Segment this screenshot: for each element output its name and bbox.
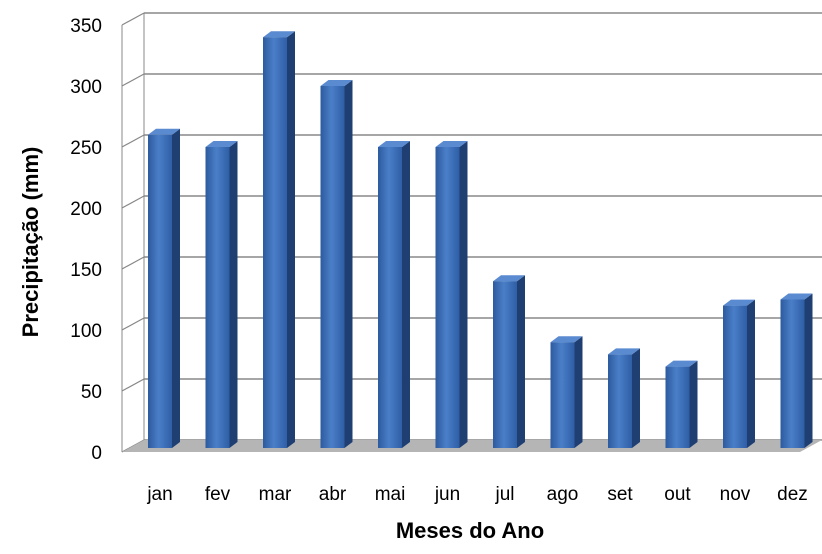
bar-out — [665, 360, 698, 448]
y-tick-label: 350 — [70, 16, 102, 37]
bar-front — [148, 134, 172, 449]
gridline-150 — [121, 256, 822, 270]
bar-fev — [205, 141, 238, 448]
bar-front — [608, 354, 632, 448]
x-tick-label: set — [607, 484, 633, 505]
bar-side — [229, 141, 238, 448]
x-tick-label: abr — [319, 484, 347, 505]
x-axis-ticks: jan fev mar abr mai jun jul ago set out nov dez — [146, 484, 808, 505]
gridline-350 — [121, 12, 822, 26]
y-tick-label: 0 — [91, 443, 102, 464]
bar-front — [320, 86, 345, 448]
y-tick-label: 100 — [70, 321, 102, 342]
x-tick-label: jan — [146, 484, 172, 505]
bar-top — [205, 141, 238, 147]
bar-top — [378, 141, 410, 147]
bar-side — [804, 293, 813, 448]
bar-side — [172, 128, 180, 449]
bar-side — [459, 141, 468, 448]
x-tick-label: jul — [494, 484, 514, 505]
x-tick-label: fev — [205, 484, 231, 505]
bar-side — [574, 336, 583, 448]
bar-top — [723, 299, 755, 306]
x-tick-label: mai — [375, 484, 406, 505]
bar-top — [550, 336, 583, 343]
bar-jun — [435, 141, 468, 448]
x-tick-label: out — [664, 484, 691, 505]
x-tick-label: mar — [259, 484, 292, 505]
bar-front — [780, 299, 805, 448]
bar-front — [205, 147, 230, 448]
bar-side — [344, 80, 353, 448]
bar-top — [263, 31, 295, 38]
bar-top — [148, 128, 180, 135]
bar-top — [320, 80, 353, 86]
bar-side — [747, 299, 755, 448]
x-tick-label: ago — [547, 484, 579, 505]
gridline-300 — [121, 73, 822, 87]
bars-layer — [148, 31, 813, 449]
y-tick-label: 50 — [81, 382, 102, 403]
chart-floor — [122, 440, 822, 452]
bar-front — [263, 37, 287, 448]
bar-side — [689, 360, 698, 448]
bar-nov — [723, 299, 755, 448]
bar-front — [550, 342, 575, 448]
bar-side — [402, 141, 410, 448]
gridline-200 — [121, 195, 822, 209]
bar-top — [608, 348, 640, 355]
bar-front — [723, 305, 747, 448]
x-tick-label: nov — [720, 484, 751, 505]
y-tick-label: 200 — [70, 199, 102, 220]
gridline-250 — [121, 134, 822, 148]
bar-front — [435, 147, 460, 448]
bar-jan — [148, 128, 180, 449]
bar-jul — [493, 275, 525, 448]
bar-front — [378, 147, 402, 448]
bar-side — [287, 31, 295, 448]
y-axis-title: Precipitação (mm) — [18, 147, 43, 338]
y-tick-label: 250 — [70, 138, 102, 159]
bar-top — [435, 141, 468, 147]
y-axis-ticks: 0 50 100 150 200 250 300 350 — [70, 16, 102, 464]
gridline-100 — [121, 317, 822, 331]
bar-mai — [378, 141, 410, 448]
grid-layer — [121, 12, 822, 453]
x-axis-title: Meses do Ano — [396, 518, 544, 543]
bar-side — [632, 348, 640, 448]
bar-top — [780, 293, 813, 300]
bar-set — [608, 348, 640, 448]
bar-mar — [263, 31, 295, 448]
bar-top — [493, 275, 525, 282]
x-tick-label: jun — [434, 484, 460, 505]
y-tick-label: 300 — [70, 77, 102, 98]
bar-front — [493, 281, 517, 448]
bar-ago — [550, 336, 583, 448]
bar-side — [517, 275, 525, 448]
bar-top — [665, 360, 698, 367]
x-tick-label: dez — [777, 484, 808, 505]
gridline-50 — [121, 378, 822, 392]
bar-abr — [320, 80, 353, 448]
y-tick-label: 150 — [70, 260, 102, 281]
bar-dez — [780, 293, 813, 448]
bar-front — [665, 366, 690, 448]
